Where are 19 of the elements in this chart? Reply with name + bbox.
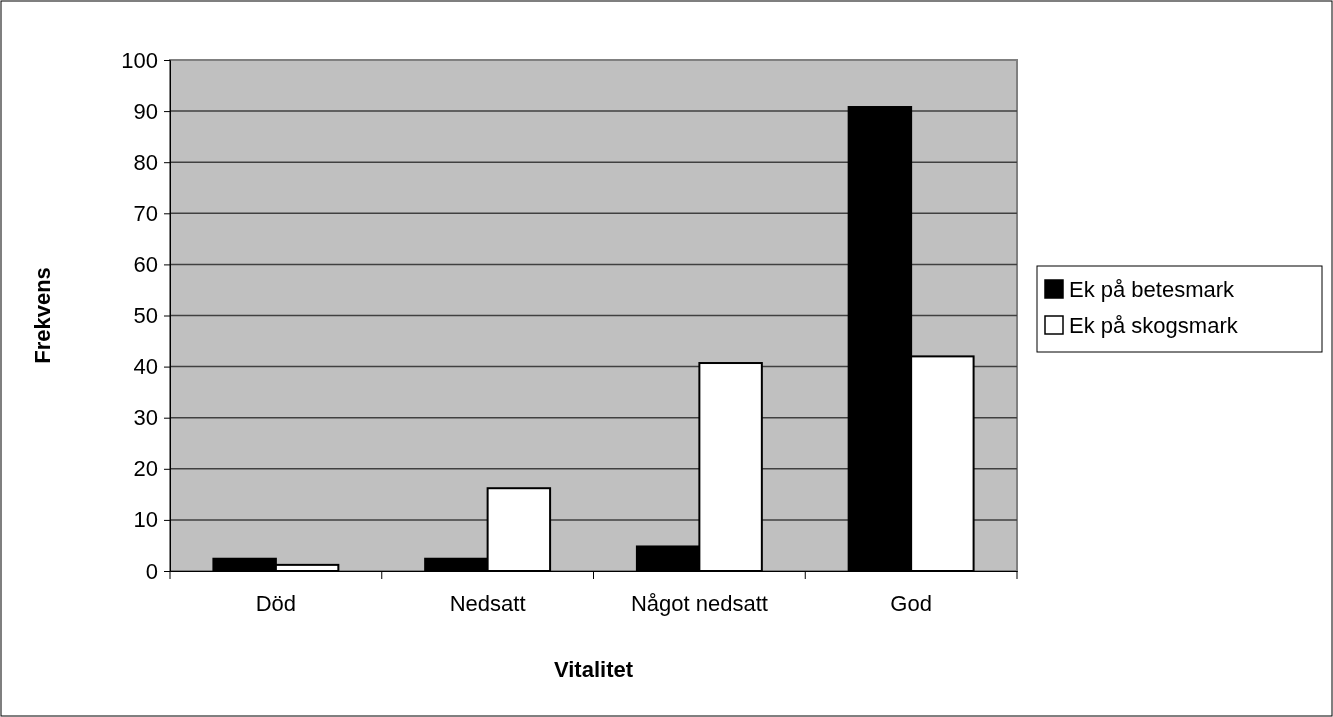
y-tick-label: 50 bbox=[133, 303, 158, 329]
x-tick-label: God bbox=[890, 590, 932, 616]
y-tick-label: 80 bbox=[133, 149, 158, 175]
y-tick-label: 60 bbox=[133, 251, 158, 277]
y-tick-label: 70 bbox=[133, 200, 158, 226]
x-tick-label: Nedsatt bbox=[449, 590, 526, 616]
y-tick-label: 20 bbox=[133, 456, 158, 482]
x-tick-label: Något nedsatt bbox=[630, 590, 768, 616]
y-axis-title: Frekvens bbox=[30, 267, 55, 364]
y-tick-label: 0 bbox=[145, 558, 158, 584]
y-tick-label: 30 bbox=[133, 405, 158, 431]
legend-label: Ek på betesmark bbox=[1069, 277, 1236, 302]
y-tick-label: 10 bbox=[133, 507, 158, 533]
y-tick-label: 40 bbox=[133, 354, 158, 380]
legend-label: Ek på skogsmark bbox=[1069, 313, 1239, 338]
x-tick-label: Död bbox=[255, 590, 297, 616]
y-tick-label: 90 bbox=[133, 98, 158, 124]
y-tick-label: 100 bbox=[121, 47, 158, 73]
x-axis-title: Vitalitet bbox=[553, 657, 634, 682]
